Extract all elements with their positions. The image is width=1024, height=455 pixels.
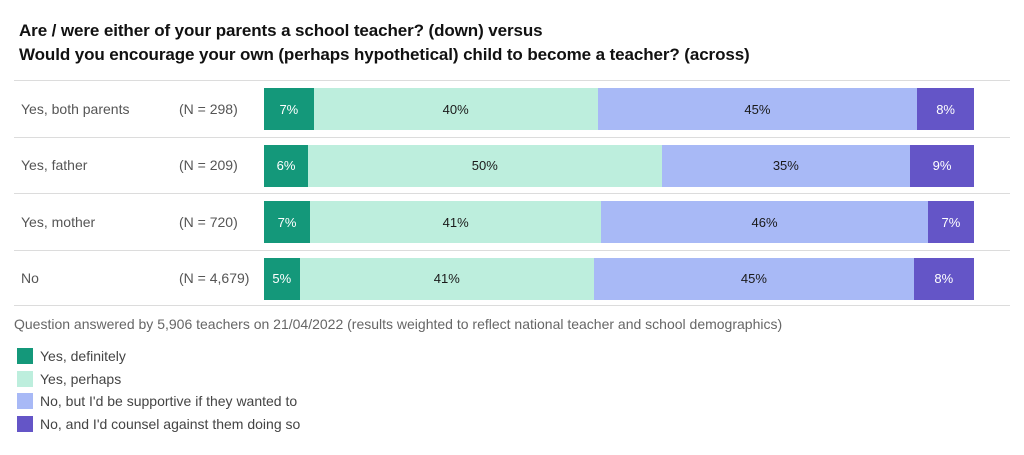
title-line-2: Would you encourage your own (perhaps hy… [19, 45, 750, 64]
legend-label: Yes, definitely [40, 348, 126, 365]
row-label: No [21, 269, 39, 286]
segment-no-supportive: 46% [601, 201, 928, 243]
legend-label: Yes, perhaps [40, 370, 122, 387]
legend-swatch [17, 348, 33, 365]
segment-yes-definitely: 5% [264, 257, 300, 300]
segment-yes-definitely: 7% [264, 88, 314, 130]
legend-swatch [17, 393, 33, 410]
legend-label: No, but I'd be supportive if they wanted… [40, 393, 298, 410]
legend-item-no-counsel-against: No, and I'd counsel against them doing s… [17, 413, 300, 436]
segment-no-counsel-against: 8% [917, 88, 974, 130]
legend-item-no-supportive: No, but I'd be supportive if they wanted… [17, 390, 300, 413]
segment-yes-perhaps: 41% [310, 201, 602, 243]
stacked-bar: 7% 40% 45% 8% [264, 88, 974, 130]
segment-no-supportive: 45% [597, 88, 918, 130]
legend-item-yes-perhaps: Yes, perhaps [17, 368, 300, 391]
row-label: Yes, father [21, 157, 88, 174]
footnote: Question answered by 5,906 teachers on 2… [14, 316, 783, 332]
row-label: Yes, both parents [21, 100, 130, 117]
stacked-bar: 6% 50% 35% 9% [264, 144, 974, 187]
legend-item-yes-definitely: Yes, definitely [17, 345, 300, 368]
segment-no-supportive: 45% [594, 257, 914, 300]
segment-no-counsel-against: 8% [913, 257, 974, 300]
legend-swatch [17, 415, 33, 432]
segment-no-counsel-against: 9% [910, 144, 974, 187]
legend: Yes, definitely Yes, perhaps No, but I'd… [17, 345, 300, 435]
stacked-bar: 5% 41% 45% 8% [264, 257, 974, 300]
title-line-1: Are / were either of your parents a scho… [19, 21, 543, 40]
chart-row-mother: Yes, mother (N = 720) 7% 41% 46% 7% [14, 193, 1010, 250]
segment-yes-perhaps: 41% [299, 257, 595, 300]
row-sample-size: (N = 298) [179, 100, 238, 117]
row-sample-size: (N = 209) [179, 157, 238, 174]
segment-yes-perhaps: 50% [308, 144, 662, 187]
segment-no-supportive: 35% [661, 144, 911, 187]
chart-title: Are / were either of your parents a scho… [19, 19, 750, 67]
segment-no-counsel-against: 7% [927, 201, 974, 243]
legend-label: No, and I'd counsel against them doing s… [40, 415, 301, 432]
row-sample-size: (N = 720) [179, 213, 238, 230]
chart-row-no: No (N = 4,679) 5% 41% 45% 8% [14, 249, 1010, 306]
chart-row-both-parents: Yes, both parents (N = 298) 7% 40% 45% 8… [14, 80, 1010, 137]
segment-yes-perhaps: 40% [313, 88, 598, 130]
chart-row-father: Yes, father (N = 209) 6% 50% 35% 9% [14, 136, 1010, 194]
row-sample-size: (N = 4,679) [179, 269, 250, 286]
segment-yes-definitely: 6% [264, 144, 309, 187]
row-label: Yes, mother [21, 213, 96, 230]
legend-swatch [17, 370, 33, 387]
segment-yes-definitely: 7% [264, 201, 311, 243]
chart-rows: Yes, both parents (N = 298) 7% 40% 45% 8… [14, 80, 1010, 306]
stacked-bar: 7% 41% 46% 7% [264, 201, 974, 243]
